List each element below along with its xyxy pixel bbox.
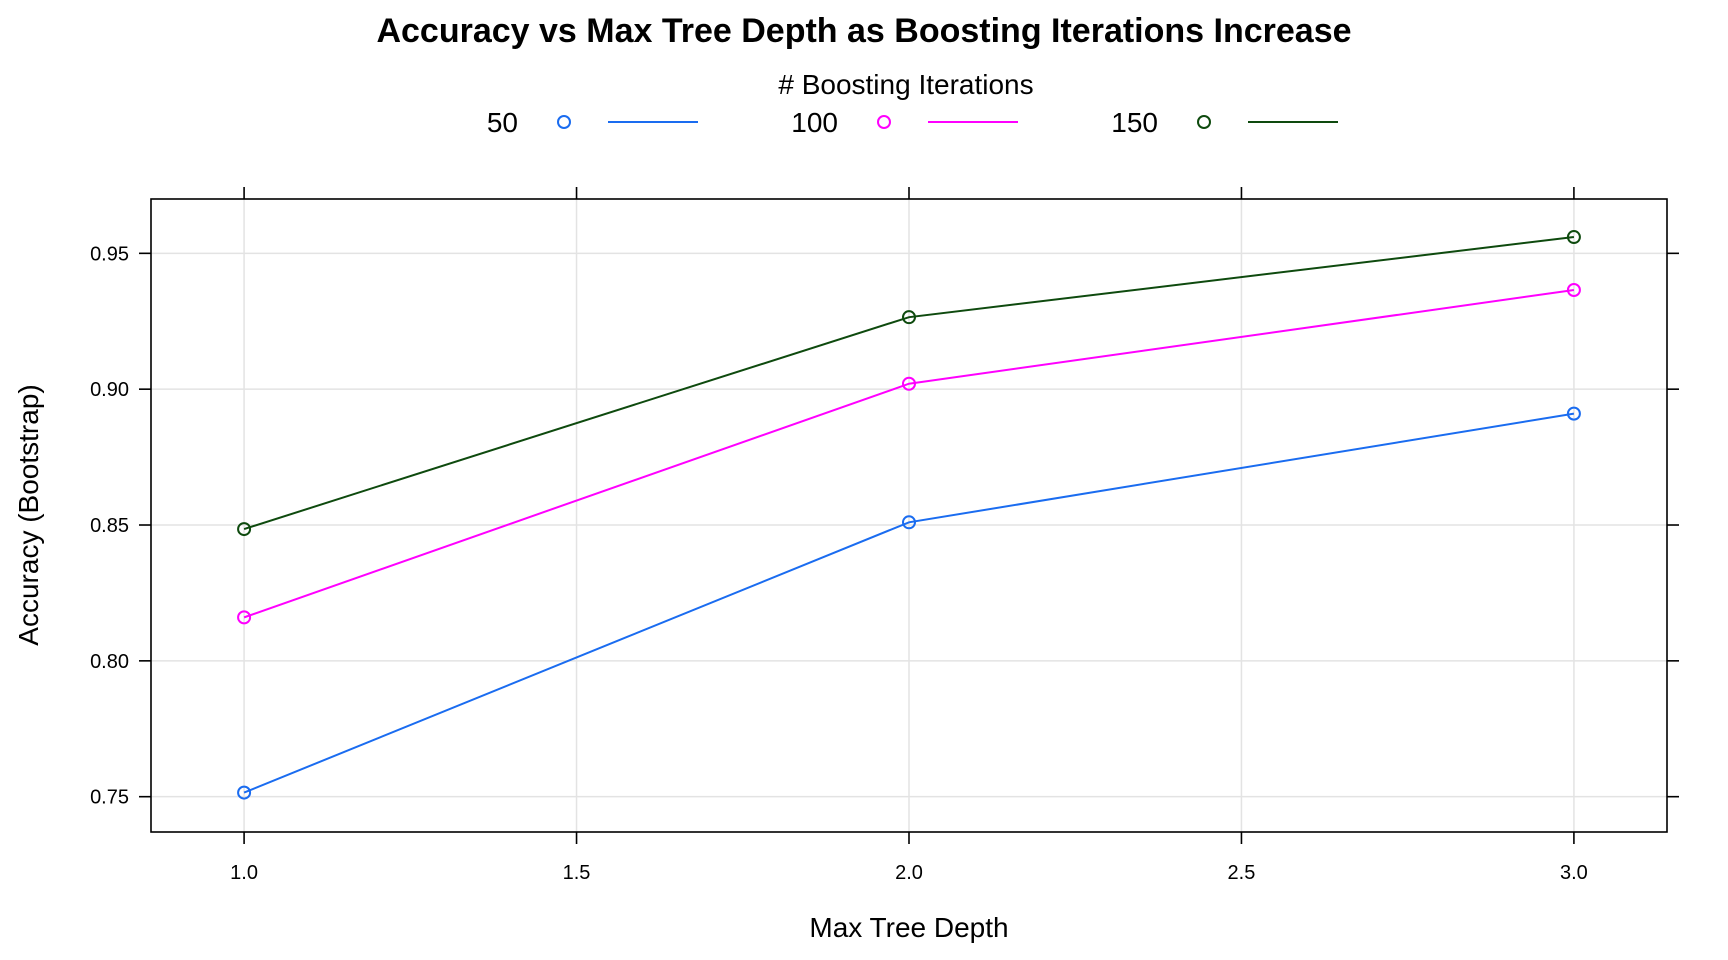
y-axis-label: Accuracy (Bootstrap)	[13, 384, 44, 645]
series-line-150	[243, 236, 1575, 531]
legend: 50 100 150	[487, 107, 1338, 138]
legend-title: # Boosting Iterations	[778, 69, 1033, 100]
point-150-3	[1566, 230, 1581, 245]
y-tick-label: 0.75	[90, 787, 129, 809]
x-tick-label: 3.0	[1560, 862, 1588, 884]
y-tick-label: 0.85	[90, 515, 129, 537]
legend-label-50: 50	[487, 107, 518, 138]
axis-ticks: 1.0 1.5 2.0 2.5 3.0 0.75 0.80 0.85 0.90 0.95	[90, 187, 1679, 884]
series-line-100	[243, 289, 1575, 619]
x-tick-label: 1.5	[563, 862, 591, 884]
point-150-1	[237, 522, 252, 537]
plot-frame	[150, 198, 1668, 833]
point-100-2	[902, 376, 916, 391]
point-50-3	[1566, 406, 1581, 421]
x-tick-label: 1.0	[230, 862, 258, 884]
x-axis-label: Max Tree Depth	[809, 912, 1008, 943]
y-tick-label: 0.80	[90, 651, 129, 673]
legend-marker-50	[557, 115, 571, 129]
legend-label-100: 100	[791, 107, 838, 138]
point-50-2	[902, 515, 916, 530]
legend-marker-150	[1197, 115, 1211, 129]
point-150-2	[902, 310, 916, 325]
y-tick-label: 0.90	[90, 379, 129, 401]
point-100-1	[237, 610, 252, 625]
legend-label-150: 150	[1111, 107, 1158, 138]
point-50-1	[237, 785, 252, 800]
x-tick-label: 2.5	[1228, 862, 1256, 884]
y-tick-label: 0.95	[90, 243, 129, 265]
point-100-3	[1566, 283, 1581, 298]
legend-marker-100	[877, 115, 891, 129]
series-layer	[237, 230, 1581, 800]
x-tick-label: 2.0	[895, 862, 923, 884]
series-line-50	[243, 412, 1575, 794]
chart-title: Accuracy vs Max Tree Depth as Boosting I…	[376, 12, 1351, 50]
